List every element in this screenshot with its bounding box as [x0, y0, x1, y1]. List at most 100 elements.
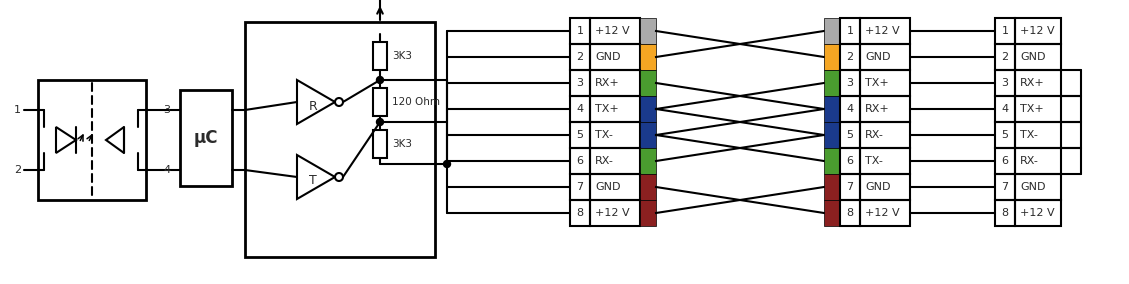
Text: +12 V: +12 V	[595, 208, 630, 218]
Text: 7: 7	[847, 182, 854, 192]
Bar	[640, 122, 656, 148]
Bar	[570, 96, 590, 122]
Bar	[590, 174, 640, 200]
Bar	[840, 174, 860, 200]
Circle shape	[376, 118, 384, 126]
Bar	[840, 44, 860, 70]
Bar	[245, 22, 435, 257]
Text: GND: GND	[1019, 182, 1045, 192]
Text: GND: GND	[865, 52, 891, 62]
Text: 1: 1	[847, 26, 854, 36]
Bar	[590, 70, 640, 96]
Text: TX+: TX+	[1019, 104, 1043, 114]
Text: 6: 6	[847, 156, 854, 166]
Bar	[590, 44, 640, 70]
Text: 5: 5	[847, 130, 854, 140]
Text: 2: 2	[577, 52, 584, 62]
Bar	[824, 70, 840, 96]
Bar	[824, 200, 840, 226]
Text: 8: 8	[1001, 208, 1008, 218]
Text: GND: GND	[865, 182, 891, 192]
Bar	[824, 96, 840, 122]
Circle shape	[335, 173, 343, 181]
Bar	[995, 44, 1015, 70]
Bar	[38, 80, 146, 200]
Bar	[590, 18, 640, 44]
Text: 2: 2	[14, 165, 21, 175]
Text: 120 Ohm: 120 Ohm	[392, 97, 440, 107]
Bar	[1015, 70, 1061, 96]
Bar	[1015, 148, 1061, 174]
Bar	[995, 200, 1015, 226]
Text: 2: 2	[1001, 52, 1008, 62]
Bar	[824, 174, 840, 200]
Text: +12 V: +12 V	[865, 208, 900, 218]
Bar	[840, 96, 860, 122]
Text: R: R	[308, 99, 317, 112]
Bar	[570, 70, 590, 96]
Bar	[824, 18, 840, 44]
Text: RX-: RX-	[865, 130, 884, 140]
Text: 3K3: 3K3	[392, 139, 412, 149]
Text: T: T	[309, 174, 317, 187]
Text: 3: 3	[163, 105, 170, 115]
Bar	[570, 44, 590, 70]
Bar	[995, 174, 1015, 200]
Text: GND: GND	[595, 182, 621, 192]
Text: RX+: RX+	[1019, 78, 1044, 88]
Bar	[860, 148, 910, 174]
Text: 8: 8	[577, 208, 584, 218]
Text: 7: 7	[1001, 182, 1008, 192]
Text: 2: 2	[847, 52, 854, 62]
Text: 3: 3	[577, 78, 584, 88]
Text: 6: 6	[577, 156, 584, 166]
Bar	[860, 200, 910, 226]
Bar	[590, 148, 640, 174]
Text: 1: 1	[577, 26, 584, 36]
Text: 6: 6	[1001, 156, 1008, 166]
Bar	[1015, 44, 1061, 70]
Bar	[590, 122, 640, 148]
Bar	[373, 130, 387, 158]
Bar	[1015, 96, 1061, 122]
Bar	[1015, 200, 1061, 226]
Text: +12 V: +12 V	[865, 26, 900, 36]
Text: 8: 8	[847, 208, 854, 218]
Bar	[995, 122, 1015, 148]
Bar	[860, 174, 910, 200]
Bar	[860, 18, 910, 44]
Text: TX-: TX-	[595, 130, 613, 140]
Bar	[860, 44, 910, 70]
Bar	[1015, 122, 1061, 148]
Text: TX-: TX-	[865, 156, 883, 166]
Text: μC: μC	[194, 129, 218, 147]
Bar	[840, 122, 860, 148]
Bar	[373, 88, 387, 116]
Text: 1: 1	[14, 105, 21, 115]
Circle shape	[376, 76, 384, 83]
Text: RX+: RX+	[595, 78, 620, 88]
Bar	[570, 200, 590, 226]
Text: GND: GND	[1019, 52, 1045, 62]
Text: 3: 3	[847, 78, 854, 88]
Bar	[995, 70, 1015, 96]
Bar	[640, 200, 656, 226]
Text: 1: 1	[1001, 26, 1008, 36]
Text: 4: 4	[1001, 104, 1008, 114]
Bar	[570, 148, 590, 174]
Bar	[180, 90, 231, 186]
Bar	[1015, 174, 1061, 200]
Bar	[824, 44, 840, 70]
Bar	[995, 96, 1015, 122]
Bar	[840, 70, 860, 96]
Bar	[840, 148, 860, 174]
Bar	[373, 42, 387, 70]
Text: 5: 5	[577, 130, 584, 140]
Bar	[860, 70, 910, 96]
Text: +12 V: +12 V	[1019, 26, 1054, 36]
Bar	[570, 18, 590, 44]
Text: 5: 5	[1001, 130, 1008, 140]
Circle shape	[444, 160, 450, 168]
Bar	[824, 122, 840, 148]
Bar	[824, 148, 840, 174]
